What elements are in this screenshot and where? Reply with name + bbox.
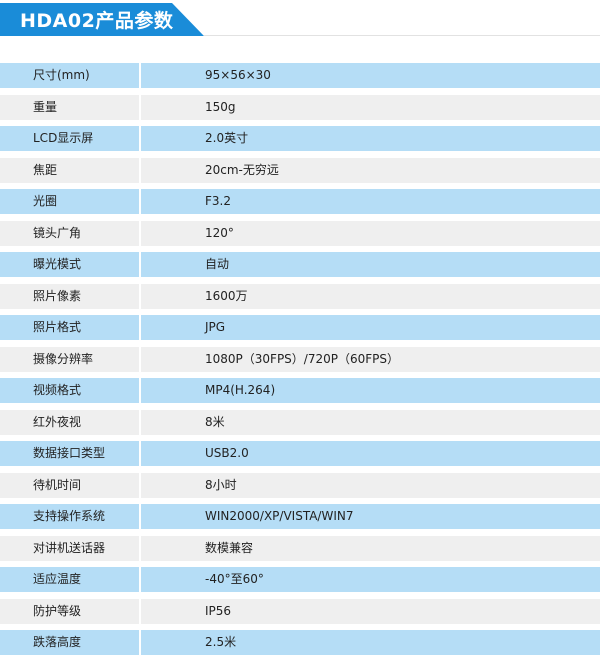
spec-label: 重量 xyxy=(0,94,139,120)
spec-value: 8小时 xyxy=(141,472,600,498)
spec-label: 镜头广角 xyxy=(0,220,139,246)
spec-value: 2.0英寸 xyxy=(141,126,600,151)
spec-label: 焦距 xyxy=(0,157,139,183)
spec-value: 95×56×30 xyxy=(141,63,600,88)
header-divider xyxy=(204,35,600,36)
page-title: HDA02产品参数 xyxy=(20,10,174,32)
spec-row: 尺寸(mm) 95×56×30 xyxy=(0,63,600,88)
spec-label: 适应温度 xyxy=(0,567,139,592)
spec-row: 曝光模式 自动 xyxy=(0,252,600,277)
spec-value: -40°至60° xyxy=(141,567,600,592)
spec-label: 曝光模式 xyxy=(0,252,139,277)
spec-value: 20cm-无穷远 xyxy=(141,157,600,183)
spec-label: 待机时间 xyxy=(0,472,139,498)
spec-label: 尺寸(mm) xyxy=(0,63,139,88)
spec-value: JPG xyxy=(141,315,600,340)
spec-label: 数据接口类型 xyxy=(0,441,139,466)
spec-value: WIN2000/XP/VISTA/WIN7 xyxy=(141,504,600,529)
spec-row: 数据接口类型 USB2.0 xyxy=(0,441,600,466)
spec-row: 视频格式 MP4(H.264) xyxy=(0,378,600,403)
spec-value: 数模兼容 xyxy=(141,535,600,561)
spec-value: 1080P（30FPS）/720P（60FPS） xyxy=(141,346,600,372)
spec-value: 150g xyxy=(141,94,600,120)
spec-label: 光圈 xyxy=(0,189,139,214)
spec-table: 尺寸(mm) 95×56×30 重量 150g LCD显示屏 2.0英寸 焦距 20cm-无穷… xyxy=(0,63,600,662)
spec-row: 光圈 F3.2 xyxy=(0,189,600,214)
spec-value: 8米 xyxy=(141,409,600,435)
spec-label: LCD显示屏 xyxy=(0,126,139,151)
spec-row: 待机时间 8小时 xyxy=(0,472,600,498)
spec-row: 支持操作系统 WIN2000/XP/VISTA/WIN7 xyxy=(0,504,600,529)
spec-label: 照片像素 xyxy=(0,283,139,309)
spec-row: 重量 150g xyxy=(0,94,600,120)
spec-row: 镜头广角 120° xyxy=(0,220,600,246)
spec-label: 摄像分辨率 xyxy=(0,346,139,372)
spec-value: F3.2 xyxy=(141,189,600,214)
spec-row: 防护等级 IP56 xyxy=(0,598,600,624)
spec-value: 自动 xyxy=(141,252,600,277)
spec-value: 2.5米 xyxy=(141,630,600,655)
spec-row: 红外夜视 8米 xyxy=(0,409,600,435)
spec-row: 摄像分辨率 1080P（30FPS）/720P（60FPS） xyxy=(0,346,600,372)
spec-label: 对讲机送话器 xyxy=(0,535,139,561)
spec-value: 1600万 xyxy=(141,283,600,309)
spec-row: 对讲机送话器 数模兼容 xyxy=(0,535,600,561)
spec-value: 120° xyxy=(141,220,600,246)
spec-row: 焦距 20cm-无穷远 xyxy=(0,157,600,183)
spec-row: 适应温度 -40°至60° xyxy=(0,567,600,592)
spec-label: 视频格式 xyxy=(0,378,139,403)
spec-label: 红外夜视 xyxy=(0,409,139,435)
spec-value: USB2.0 xyxy=(141,441,600,466)
spec-row: 照片格式 JPG xyxy=(0,315,600,340)
spec-label: 跌落高度 xyxy=(0,630,139,655)
section-header: HDA02产品参数 xyxy=(0,0,600,37)
spec-row: LCD显示屏 2.0英寸 xyxy=(0,126,600,151)
spec-label: 照片格式 xyxy=(0,315,139,340)
spec-value: IP56 xyxy=(141,598,600,624)
header-banner xyxy=(0,3,204,36)
spec-label: 支持操作系统 xyxy=(0,504,139,529)
spec-row: 照片像素 1600万 xyxy=(0,283,600,309)
spec-value: MP4(H.264) xyxy=(141,378,600,403)
spec-row: 跌落高度 2.5米 xyxy=(0,630,600,655)
spec-label: 防护等级 xyxy=(0,598,139,624)
